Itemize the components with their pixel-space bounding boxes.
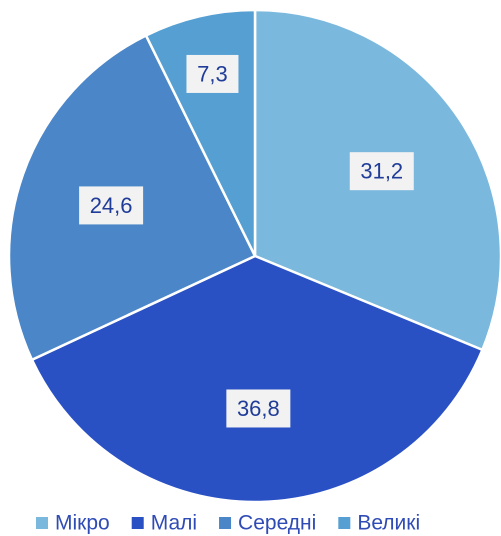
data-label-box-1 bbox=[349, 152, 414, 191]
legend-swatch-3 bbox=[219, 517, 232, 529]
data-label-3: 24,6 bbox=[90, 193, 133, 218]
data-label-2: 36,8 bbox=[237, 396, 280, 421]
legend-swatch-2 bbox=[131, 517, 144, 529]
legend-swatch-4 bbox=[338, 517, 351, 529]
data-labels: 31,2 36,8 24,6 7,3 bbox=[79, 54, 414, 428]
legend-label-4: Великі bbox=[357, 512, 420, 535]
data-label-box-4 bbox=[186, 54, 239, 93]
legend-swatch-1 bbox=[36, 517, 48, 529]
data-label-box-2 bbox=[226, 389, 291, 428]
data-label-1: 31,2 bbox=[360, 159, 403, 184]
data-label-box-3 bbox=[79, 186, 144, 225]
data-label-4: 7,3 bbox=[197, 61, 228, 86]
legend-label-3: Середні bbox=[238, 512, 316, 535]
legend: Мікро Малі Середні Великі bbox=[36, 512, 420, 535]
pie-slice-2 bbox=[30, 254, 485, 504]
legend-label-2: Малі bbox=[151, 512, 197, 535]
legend-label-1: Мікро bbox=[55, 512, 110, 535]
pie-slices bbox=[7, 8, 501, 504]
